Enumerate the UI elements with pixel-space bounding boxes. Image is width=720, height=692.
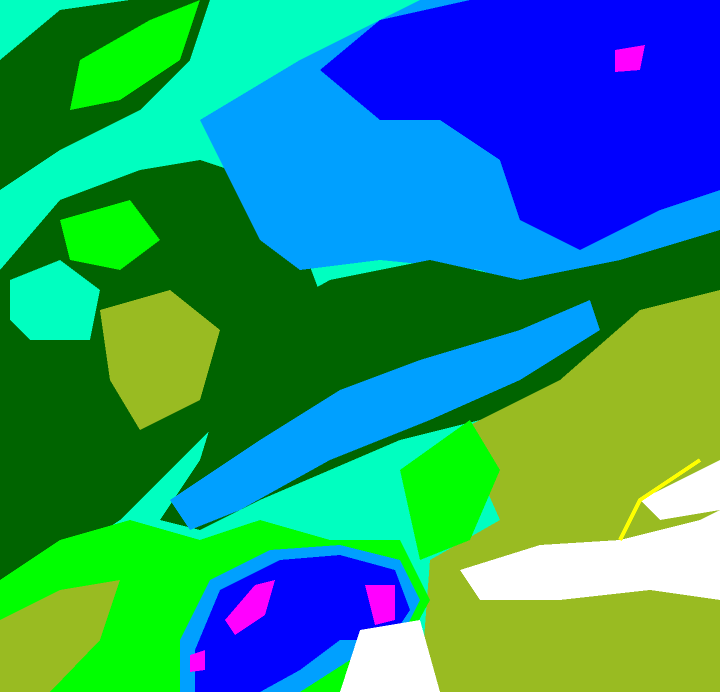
region-white-south-2 [340,620,440,692]
patch-olive-w [100,290,220,430]
patch-green-w [60,200,160,270]
patch-magenta-ne [615,45,645,72]
storm-blue-core [195,555,410,692]
region-white-south [460,510,720,600]
patch-mint-w [10,260,100,340]
region-green-east [400,420,500,560]
region-white-east [640,460,720,520]
storm-magenta-east [365,585,395,625]
streak-light-blue [170,300,600,530]
storm-magenta-sw [190,650,205,672]
band-green-nw [70,0,200,110]
storm-magenta-west [225,580,275,635]
region-olive-sw [0,580,120,692]
edge-yellow-east [618,458,702,541]
